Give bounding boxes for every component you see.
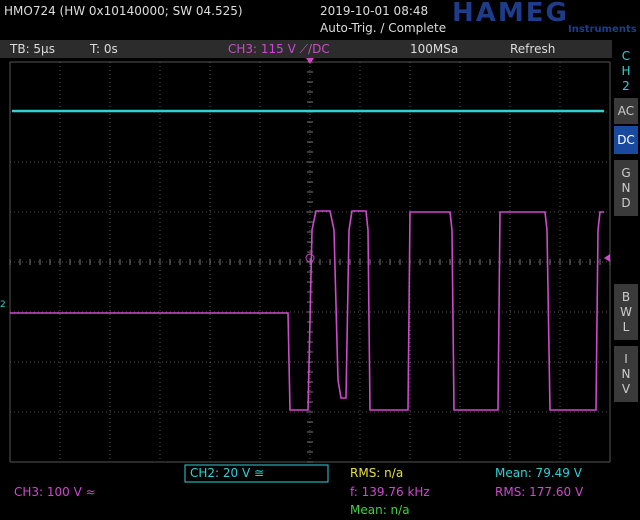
measurement: Mean: n/a (350, 503, 410, 517)
trigger-pos-marker (306, 58, 314, 64)
bwl-button[interactable]: BWL (614, 284, 638, 340)
trigger-level-marker (604, 254, 610, 262)
gnd-button[interactable]: GND (614, 160, 638, 216)
trigger: CH3: 115 V ⟋/DC (228, 42, 330, 56)
status-bar (0, 40, 612, 58)
ch3-scale: CH3: 100 V ≈ (14, 485, 96, 499)
side-channel: CH2 (619, 48, 633, 94)
coupling-button[interactable]: DC (614, 126, 638, 154)
measurement: f: 139.76 kHz (350, 485, 430, 499)
inv-button[interactable]: INV (614, 346, 638, 402)
model: HMO724 (HW 0x10140000; SW 04.525) (4, 4, 243, 18)
ch2-scale[interactable]: CH2: 20 V ≅ (190, 466, 265, 480)
measurement: RMS: 177.60 V (495, 485, 584, 499)
timebase: TB: 5µs (10, 42, 55, 56)
logo-sub: Instruments (568, 24, 637, 35)
ch3-trace (10, 210, 604, 411)
datetime: 2019-10-01 08:48 (320, 4, 429, 18)
trigger-status: Auto-Trig. / Complete (320, 21, 447, 35)
acq-mode: Refresh (510, 42, 556, 56)
measurement: RMS: n/a (350, 466, 404, 480)
coupling-button[interactable]: AC (614, 98, 638, 124)
trigger-time: T: 0s (90, 42, 118, 56)
ch2-marker: 2 (0, 300, 6, 310)
measurement: Mean: 79.49 V (495, 466, 582, 480)
ch2-scale-box[interactable] (184, 464, 329, 483)
sample-rate: 100MSa (410, 42, 459, 56)
trigger-point (305, 253, 315, 263)
logo: HAMEG (452, 0, 569, 28)
